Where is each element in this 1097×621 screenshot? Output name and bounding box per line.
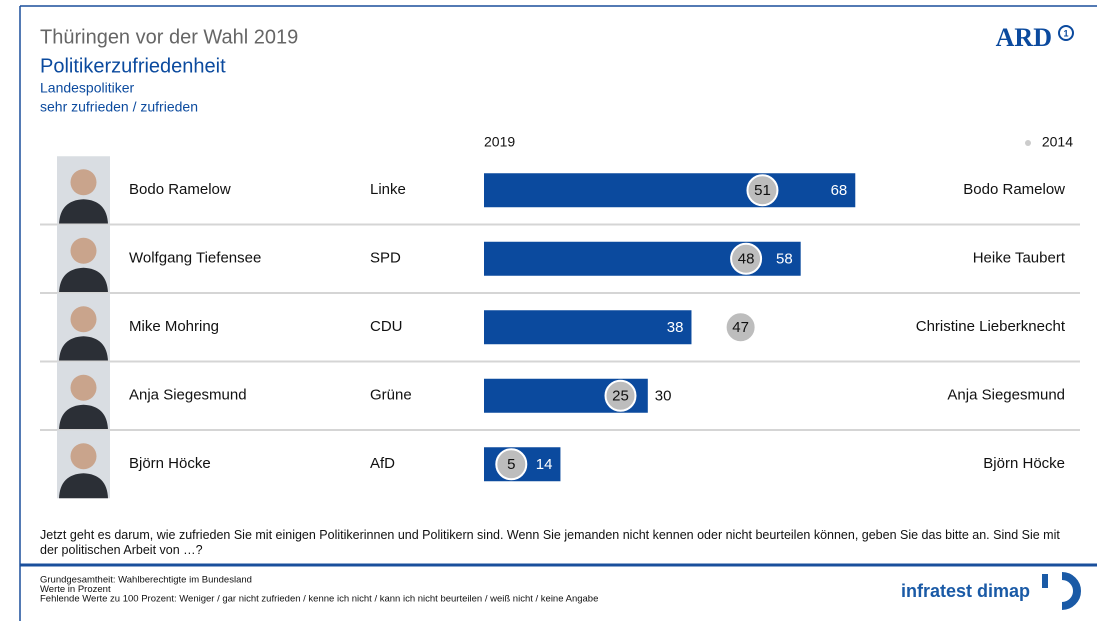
portrait-body [59, 267, 108, 293]
legend-2019: 2019 [484, 134, 515, 150]
portrait-head [70, 169, 97, 196]
note: sehr zufrieden / zufrieden [40, 99, 198, 115]
politician-name: Bodo Ramelow [129, 181, 231, 198]
dot-2014 [495, 448, 528, 481]
politician-name: Wolfgang Tiefensee [129, 250, 261, 267]
party: Grüne [370, 387, 412, 404]
portrait-head [70, 237, 97, 264]
party: CDU [370, 318, 403, 335]
dot-label: 47 [732, 319, 749, 336]
person-2014: Anja Siegesmund [947, 387, 1065, 404]
question: Jetzt geht es darum, wie zufrieden Sie m… [40, 528, 1060, 557]
bar-label: 68 [831, 182, 848, 199]
bar-2019 [484, 310, 692, 345]
politician-name: Mike Mohring [129, 318, 219, 335]
bar-label: 30 [655, 388, 672, 405]
legend-dot [1025, 140, 1031, 146]
party: Linke [370, 181, 406, 198]
portrait-head [70, 374, 97, 401]
bar-2019 [484, 173, 856, 208]
source: infratest dimap [901, 581, 1030, 601]
portrait-body [59, 199, 108, 225]
bar-label: 14 [536, 456, 553, 473]
footnote: Grundgesamtheit: Wahlberechtigte im Bund… [40, 575, 252, 586]
dot-label: 25 [612, 388, 629, 405]
person-2014: Bodo Ramelow [963, 181, 1065, 198]
politician-name: Björn Höcke [129, 455, 211, 472]
subtitle: Politikerzufriedenheit [40, 55, 226, 77]
dot-2014 [724, 311, 757, 344]
portrait-body [59, 473, 108, 499]
portrait-body [59, 336, 108, 362]
dot-label: 48 [738, 251, 755, 268]
portrait-head [70, 443, 97, 470]
logo-mark: 1 [1063, 28, 1068, 38]
legend-2014: 2014 [1042, 134, 1073, 150]
portrait-body [59, 404, 108, 430]
logo: ARD [996, 23, 1052, 52]
bar-label: 38 [667, 319, 684, 336]
footnote: Werte in Prozent [40, 584, 111, 595]
source-logo [1042, 574, 1048, 588]
note: Landespolitiker [40, 80, 135, 96]
party: AfD [370, 455, 395, 472]
person-2014: Heike Taubert [973, 250, 1066, 267]
logo-mark [1058, 25, 1074, 41]
person-2014: Christine Lieberknecht [916, 318, 1066, 335]
dot-2014 [730, 242, 763, 275]
portrait-head [70, 306, 97, 333]
title: Thüringen vor der Wahl 2019 [40, 26, 298, 48]
source-logo [1061, 572, 1081, 610]
dot-label: 51 [754, 182, 771, 199]
party: SPD [370, 250, 401, 267]
person-2014: Björn Höcke [983, 455, 1065, 472]
footnote: Fehlende Werte zu 100 Prozent: Weniger /… [40, 594, 598, 605]
dot-label: 5 [507, 456, 515, 473]
bar-label: 58 [776, 251, 793, 268]
dot-2014 [746, 174, 779, 207]
dot-2014 [604, 379, 637, 412]
politician-name: Anja Siegesmund [129, 387, 247, 404]
